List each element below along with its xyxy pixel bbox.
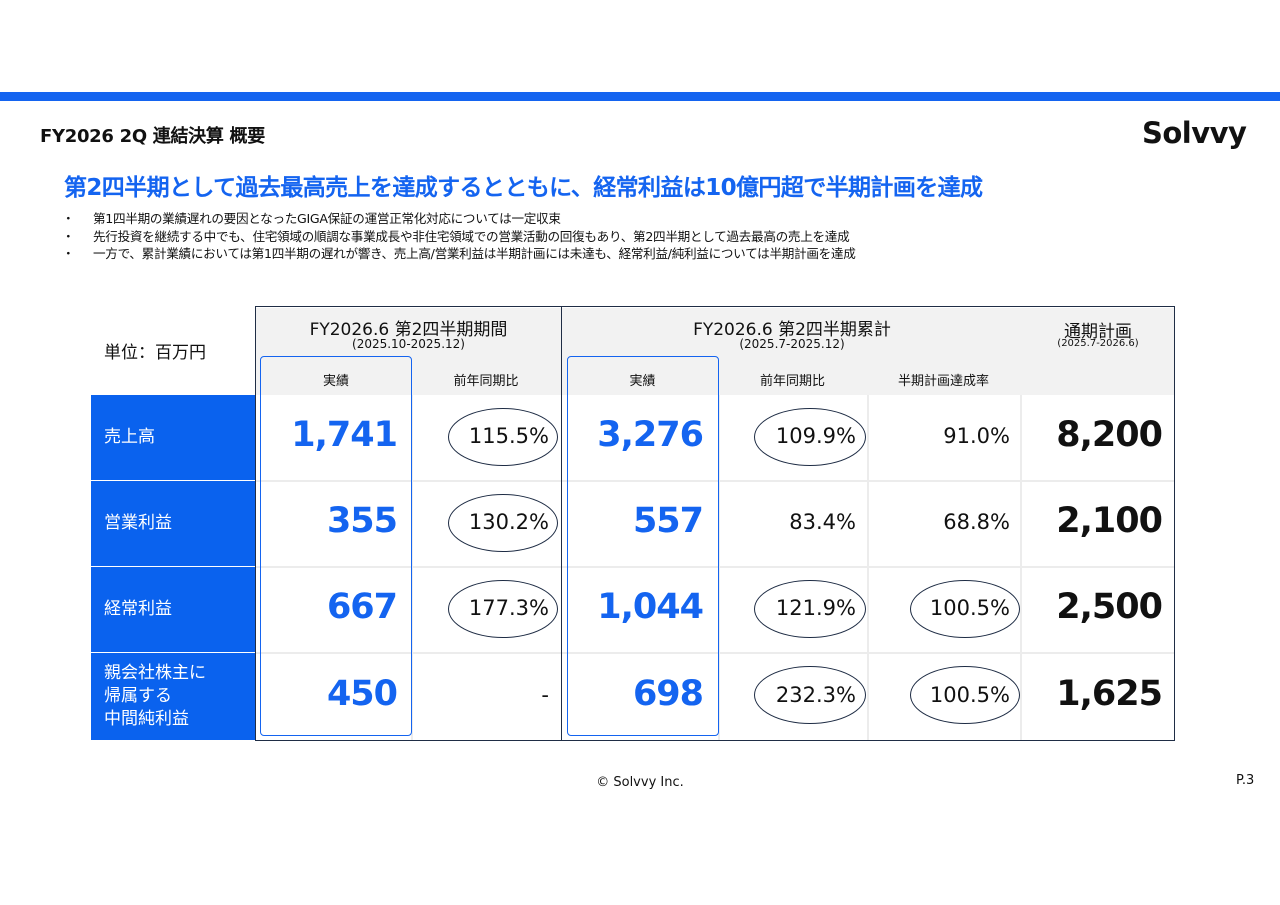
sales-quarter-yoy: 115.5% xyxy=(468,424,549,448)
ordinary-income-quarter-yoy: 177.3% xyxy=(468,596,549,620)
bullet-item: 一方で、累計業績においては第1四半期の遅れが響き、売上高/営業利益は半期計画には… xyxy=(62,245,856,263)
operating-income-cumulative-yoy: 83.4% xyxy=(789,510,856,534)
cumulative-group-period: (2025.7-2025.12) xyxy=(739,337,845,351)
bullet-item: 第1四半期の業績遅れの要因となったGIGA保証の運営正常化対応については一定収束 xyxy=(62,210,856,228)
net-income-quarter-actual: 450 xyxy=(326,674,398,714)
row-divider xyxy=(256,652,1174,654)
row-label-net-income: 親会社株主に 帰属する 中間純利益 xyxy=(91,653,255,740)
sales-cumulative-actual: 3,276 xyxy=(597,415,704,455)
operating-income-quarter-yoy: 130.2% xyxy=(468,510,549,534)
operating-income-achievement-rate: 68.8% xyxy=(943,510,1010,534)
row-label-sales: 売上高 xyxy=(91,395,255,480)
actual-highlight-box xyxy=(260,356,412,736)
highlight-oval xyxy=(910,666,1020,724)
cumulative-group-title: FY2026.6 第2四半期累計 xyxy=(693,320,891,340)
ordinary-income-achievement-rate: 100.5% xyxy=(929,596,1010,620)
sales-annual-plan: 8,200 xyxy=(1056,415,1163,455)
highlight-oval xyxy=(754,408,866,466)
operating-income-quarter-actual: 355 xyxy=(326,501,398,541)
header-bg-quarter xyxy=(256,308,561,395)
operating-income-annual-plan: 2,100 xyxy=(1056,501,1163,541)
sales-quarter-actual: 1,741 xyxy=(291,415,398,455)
row-divider xyxy=(256,480,1174,482)
header-bg-cumulative xyxy=(562,308,1022,395)
highlight-oval xyxy=(448,580,558,638)
column-divider xyxy=(1020,395,1022,740)
company-logo: Solvvy xyxy=(1142,116,1247,150)
operating-income-cumulative-actual: 557 xyxy=(632,501,704,541)
row-divider xyxy=(256,566,1174,568)
ordinary-income-annual-plan: 2,500 xyxy=(1056,587,1163,627)
ordinary-income-quarter-actual: 667 xyxy=(326,587,398,627)
column-divider xyxy=(411,395,413,740)
quarter-group-title: FY2026.6 第2四半期期間 xyxy=(309,320,508,340)
row-label-ordinary-income: 経常利益 xyxy=(91,567,255,652)
net-income-annual-plan: 1,625 xyxy=(1056,674,1163,714)
highlight-oval xyxy=(448,408,558,466)
column-header-c-achieve: 半期計画達成率 xyxy=(897,374,989,389)
column-divider xyxy=(867,395,869,740)
highlight-oval xyxy=(754,580,866,638)
unit-label: 単位：百万円 xyxy=(104,343,206,363)
highlight-oval xyxy=(754,666,866,724)
ordinary-income-cumulative-yoy: 121.9% xyxy=(775,596,856,620)
copyright: © Solvvy Inc. xyxy=(596,775,684,790)
ordinary-income-cumulative-actual: 1,044 xyxy=(597,587,704,627)
row-label-operating-income: 営業利益 xyxy=(91,481,255,566)
net-income-cumulative-yoy: 232.3% xyxy=(775,683,856,707)
plan-group-title: 通期計画 xyxy=(1064,322,1132,342)
sales-cumulative-yoy: 109.9% xyxy=(775,424,856,448)
column-header-q-yoy: 前年同期比 xyxy=(453,374,519,389)
net-income-achievement-rate: 100.5% xyxy=(929,683,1010,707)
column-divider xyxy=(718,395,720,740)
quarter-group-period: (2025.10-2025.12) xyxy=(352,337,465,351)
headline: 第2四半期として過去最高売上を達成するとともに、経常利益は10億円超で半期計画を… xyxy=(64,175,983,201)
net-income-cumulative-actual: 698 xyxy=(632,674,704,714)
column-header-q-actual: 実績 xyxy=(322,374,349,389)
bullet-item: 先行投資を継続する中でも、住宅領域の順調な事業成長や非住宅領域での営業活動の回復… xyxy=(62,228,856,246)
cumulative-panel xyxy=(561,306,1175,741)
sales-achievement-rate: 91.0% xyxy=(943,424,1010,448)
column-header-c-actual: 実績 xyxy=(629,374,656,389)
page-number: P.3 xyxy=(1236,773,1255,788)
page-title: FY2026 2Q 連結決算 概要 xyxy=(40,126,265,147)
top-accent-bar xyxy=(0,92,1280,101)
bullet-list: 第1四半期の業績遅れの要因となったGIGA保証の運営正常化対応については一定収束… xyxy=(62,210,856,263)
header-bg-plan xyxy=(1022,308,1174,395)
actual-highlight-box xyxy=(567,356,719,736)
plan-group-period: (2025.7-2026.6) xyxy=(1057,338,1139,349)
column-header-c-yoy: 前年同期比 xyxy=(759,374,825,389)
highlight-oval xyxy=(448,494,558,552)
highlight-oval xyxy=(910,580,1020,638)
net-income-quarter-yoy: - xyxy=(541,683,549,707)
